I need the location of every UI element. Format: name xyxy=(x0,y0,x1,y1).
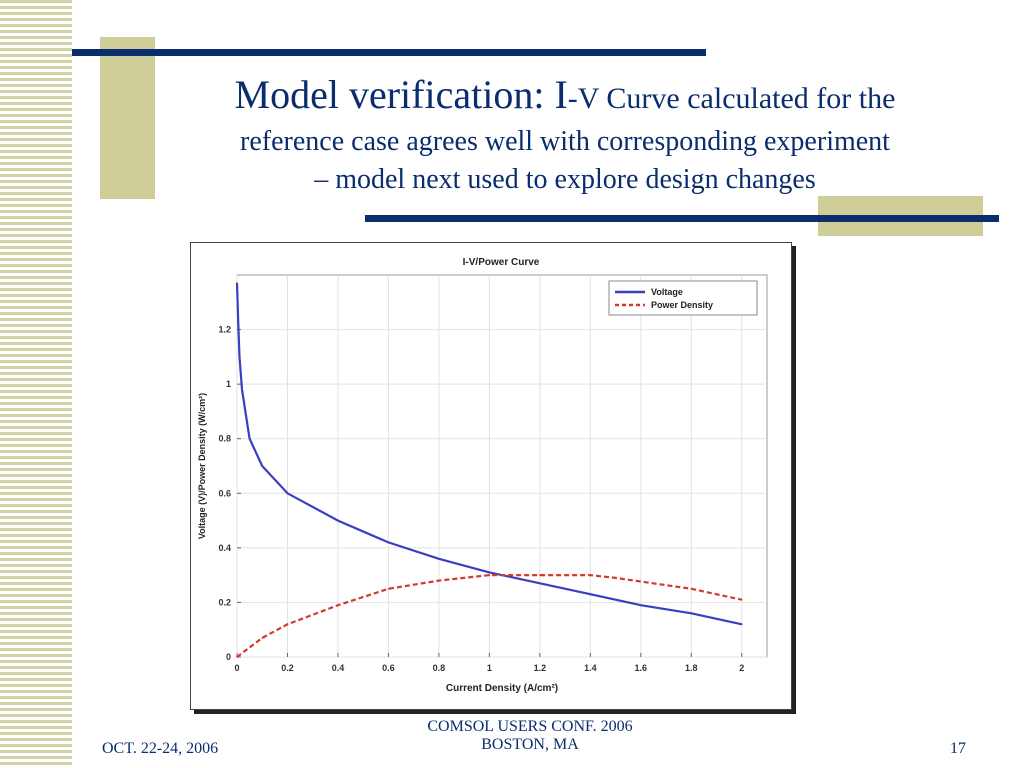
data-point-voltage xyxy=(539,582,541,585)
footer-date: OCT. 22-24, 2006 xyxy=(102,740,219,757)
slide-title: Model verification: I-V Curve calculated… xyxy=(150,75,980,199)
x-tick-label: 0 xyxy=(234,663,239,673)
x-tick-label: 1.6 xyxy=(635,663,648,673)
legend-box xyxy=(608,280,758,316)
data-point-voltage xyxy=(690,612,693,615)
x-tick-label: 2 xyxy=(739,663,744,673)
data-point-voltage xyxy=(236,282,238,284)
y-axis-label: Voltage (V)/Power Density (W/cm²) xyxy=(197,393,207,539)
data-point-power-density xyxy=(488,574,491,576)
x-tick-label: 0.6 xyxy=(382,663,395,673)
y-tick-label: 0.4 xyxy=(218,543,231,553)
data-point-power-density xyxy=(539,574,541,576)
data-point-voltage xyxy=(237,323,240,325)
x-tick-label: 0.8 xyxy=(433,663,446,673)
y-tick-label: 1.2 xyxy=(218,325,231,335)
x-tick-label: 1.8 xyxy=(685,663,698,673)
x-tick-label: 1 xyxy=(487,663,492,673)
data-point-power-density xyxy=(387,587,390,590)
data-point-power-density xyxy=(438,579,440,582)
series-layer xyxy=(235,282,743,658)
decorative-stripes xyxy=(0,0,72,768)
x-tick-label: 1.2 xyxy=(534,663,547,673)
data-point-power-density xyxy=(589,574,592,576)
title-rest: Curve calculated for the xyxy=(598,82,896,115)
chart-title: I-V/Power Curve xyxy=(463,257,540,268)
x-tick-label: 0.2 xyxy=(281,663,294,673)
plot-area xyxy=(236,274,768,658)
data-point-voltage xyxy=(238,356,241,358)
x-tick-label: 1.4 xyxy=(584,663,597,673)
y-tick-label: 1 xyxy=(226,379,231,389)
y-tick-label: 0.2 xyxy=(218,597,231,607)
data-point-power-density xyxy=(614,577,617,579)
x-axis-label: Current Density (A/cm²) xyxy=(446,683,558,694)
iv-power-chart: I-V/Power Curve 0 0.2 0.4 0.6 0.8 1 1.2 1.4 1.6 1… xyxy=(197,257,768,694)
footer-conference-location: BOSTON, MA xyxy=(481,736,579,753)
title-main: Model verification: I xyxy=(234,72,568,117)
data-point-voltage xyxy=(387,541,390,544)
legend-label-power-density: Power Density xyxy=(651,300,713,310)
data-point-power-density xyxy=(286,623,289,626)
data-point-power-density xyxy=(236,656,238,658)
y-tick-label: 0 xyxy=(226,652,231,662)
series-line-power-density xyxy=(236,574,743,658)
grid-layer xyxy=(236,275,767,658)
chart-frame: I-V/Power Curve 0 0.2 0.4 0.6 0.8 1 1.2 1.4 1.6 1… xyxy=(190,242,792,710)
legend-label-voltage: Voltage xyxy=(651,287,683,297)
data-point-voltage xyxy=(589,593,592,596)
decor-bar-top xyxy=(72,49,706,56)
y-tick-label: 0.8 xyxy=(218,434,231,444)
data-point-power-density xyxy=(337,604,339,606)
data-point-power-density xyxy=(261,637,264,639)
data-point-voltage xyxy=(337,519,339,522)
title-dash-v: -V xyxy=(567,82,599,115)
footer-conference-name: COMSOL USERS CONF. 2006 xyxy=(427,718,633,735)
data-point-voltage xyxy=(261,465,264,467)
data-point-voltage xyxy=(438,557,440,560)
data-point-voltage xyxy=(488,571,491,574)
decor-block-top-left xyxy=(100,37,155,199)
legend: Voltage Power Density xyxy=(608,280,758,316)
title-line-2: reference case agrees well with correspo… xyxy=(240,126,890,157)
series-line-voltage xyxy=(235,283,743,626)
footer-conference: COMSOL USERS CONF. 2006 BOSTON, MA xyxy=(380,718,680,754)
data-point-voltage xyxy=(740,623,743,626)
x-tick-label: 0.4 xyxy=(332,663,345,673)
tick-layer: 0 0.2 0.4 0.6 0.8 1 1.2 1.4 1.6 1.8 2 0 0.2 0.4 0.6 0.8… xyxy=(218,325,744,673)
page-number: 17 xyxy=(950,740,966,757)
data-point-power-density xyxy=(690,587,693,590)
title-line-3: – model next used to explore design chan… xyxy=(314,164,816,195)
data-point-voltage xyxy=(248,437,251,440)
data-point-power-density xyxy=(740,598,743,601)
data-point-voltage xyxy=(241,388,243,391)
data-point-voltage xyxy=(286,492,289,495)
y-tick-label: 0.6 xyxy=(218,488,231,498)
data-point-voltage xyxy=(640,604,642,606)
decor-bar-right xyxy=(365,215,999,222)
